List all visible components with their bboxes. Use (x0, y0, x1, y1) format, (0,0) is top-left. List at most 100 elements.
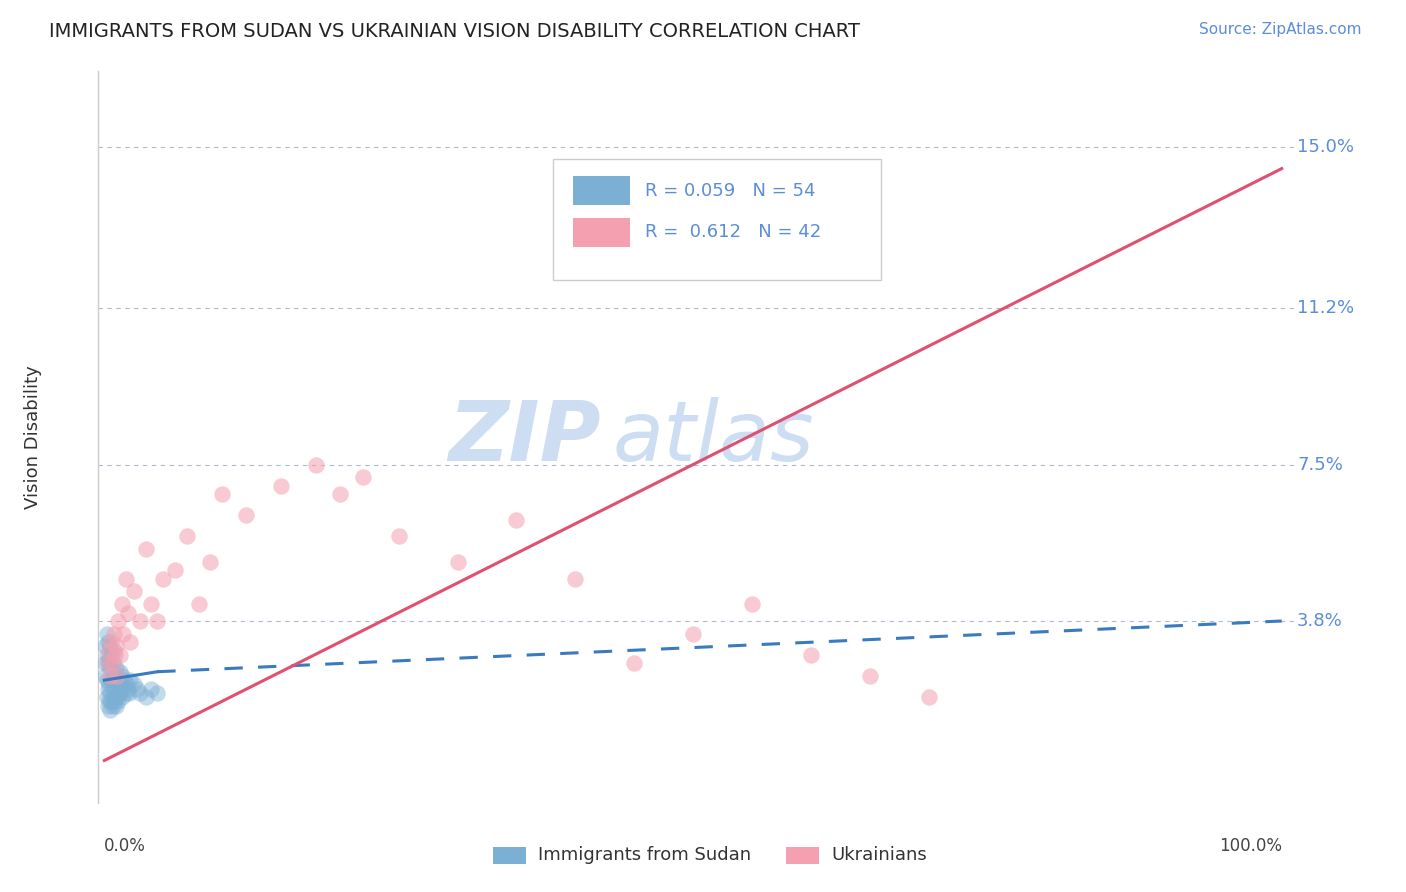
Point (112, 681, 135, 696)
Point (105, 660, 128, 674)
FancyBboxPatch shape (553, 159, 882, 280)
Point (163, 563, 186, 577)
Text: ZIP: ZIP (447, 397, 600, 477)
Text: R =  0.612   N = 42: R = 0.612 N = 42 (644, 223, 821, 241)
Point (352, 470, 374, 484)
Point (118, 686, 141, 700)
Point (187, 597, 209, 611)
Point (122, 677, 145, 691)
Point (128, 614, 150, 628)
Point (200, 555, 222, 569)
Point (100, 635, 122, 649)
Point (564, 572, 586, 586)
Point (101, 681, 124, 696)
Point (146, 614, 169, 628)
Text: 3.8%: 3.8% (1298, 612, 1343, 630)
Point (105, 669, 128, 683)
Point (103, 690, 125, 705)
Point (97, 698, 120, 713)
Point (388, 529, 411, 543)
Text: 100.0%: 100.0% (1219, 837, 1282, 855)
Point (98, 703, 121, 717)
Point (94, 669, 117, 683)
Point (94, 657, 117, 671)
Point (120, 673, 142, 688)
Point (111, 690, 134, 705)
Point (176, 529, 198, 543)
Point (96, 626, 118, 640)
Point (800, 648, 823, 662)
Text: R = 0.059   N = 54: R = 0.059 N = 54 (644, 182, 815, 200)
Point (917, 690, 939, 705)
Point (107, 694, 129, 708)
Point (105, 640, 128, 654)
Point (101, 657, 124, 671)
Text: 15.0%: 15.0% (1298, 138, 1354, 156)
Point (100, 648, 122, 662)
Point (505, 512, 527, 526)
Point (446, 555, 468, 569)
Point (100, 673, 122, 688)
Point (134, 690, 156, 705)
Point (741, 597, 763, 611)
Point (105, 690, 128, 705)
Point (127, 681, 149, 696)
Point (97, 681, 120, 696)
Point (108, 686, 131, 700)
Point (96, 673, 118, 688)
Bar (572, 176, 630, 205)
Point (101, 698, 124, 713)
Point (110, 677, 132, 691)
Point (122, 584, 145, 599)
Point (97, 635, 120, 649)
Point (98, 686, 121, 700)
Point (623, 657, 645, 671)
Point (98, 669, 121, 683)
Point (211, 487, 233, 501)
Point (120, 635, 142, 649)
Point (115, 677, 138, 691)
Point (329, 487, 352, 501)
Point (98, 694, 121, 708)
Point (94, 640, 117, 654)
Point (104, 673, 127, 688)
Point (98, 640, 121, 654)
Point (104, 694, 127, 708)
Point (101, 657, 124, 671)
Point (104, 648, 127, 662)
Point (98, 643, 121, 657)
Point (152, 572, 174, 586)
Point (103, 643, 125, 657)
Point (96, 648, 118, 662)
Bar (572, 218, 630, 247)
Text: Ukrainians: Ukrainians (831, 847, 927, 864)
Point (114, 686, 136, 700)
Point (235, 508, 257, 523)
Point (100, 694, 122, 708)
Point (112, 673, 135, 688)
Point (107, 673, 129, 688)
Point (98, 652, 121, 666)
Text: 7.5%: 7.5% (1298, 456, 1343, 474)
Point (111, 597, 134, 611)
Text: IMMIGRANTS FROM SUDAN VS UKRAINIAN VISION DISABILITY CORRELATION CHART: IMMIGRANTS FROM SUDAN VS UKRAINIAN VISIO… (49, 22, 860, 41)
Text: Vision Disability: Vision Disability (24, 365, 42, 509)
Point (111, 669, 134, 683)
Point (98, 660, 121, 674)
Bar (494, 847, 526, 863)
Point (114, 572, 136, 586)
Point (103, 669, 125, 683)
Point (112, 626, 135, 640)
Point (96, 690, 118, 705)
Text: 0.0%: 0.0% (104, 837, 146, 855)
Point (103, 626, 125, 640)
Point (108, 665, 131, 679)
Point (105, 681, 128, 696)
Point (141, 597, 163, 611)
Text: Immigrants from Sudan: Immigrants from Sudan (538, 847, 751, 864)
Point (97, 657, 120, 671)
Text: Source: ZipAtlas.com: Source: ZipAtlas.com (1198, 22, 1361, 37)
Point (134, 542, 156, 557)
Point (108, 648, 131, 662)
Point (305, 458, 328, 472)
